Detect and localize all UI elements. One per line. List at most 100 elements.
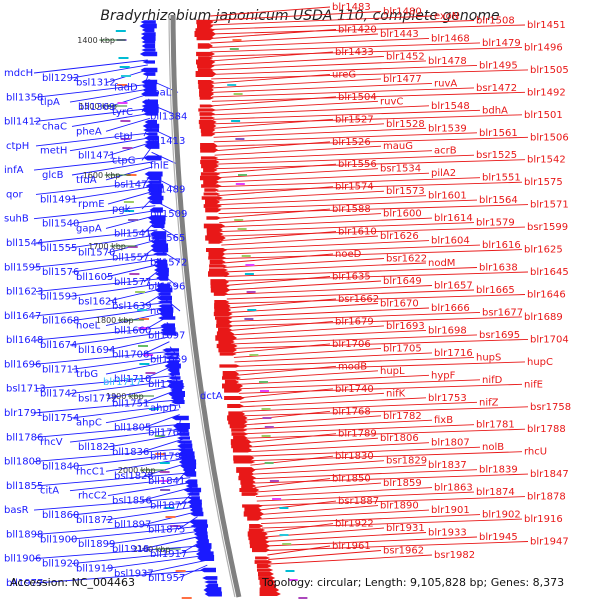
gene-label: exoN: [434, 11, 459, 22]
gene-label: bll1471: [78, 151, 115, 162]
minus-strand-gene: [202, 576, 218, 580]
gene-label: blr1452: [386, 51, 425, 62]
minus-strand-gene: [186, 492, 200, 496]
gene-label: bll1808: [4, 457, 41, 468]
plus-strand-gene: [204, 188, 219, 192]
leader-line: [107, 433, 183, 448]
minus-strand-gene: [200, 567, 216, 573]
plus-strand-gene: [195, 28, 215, 32]
plus-strand-gene: [199, 96, 214, 100]
plus-strand-gene: [232, 447, 252, 453]
minus-strand-gene: [151, 247, 169, 253]
leader-line: [107, 142, 152, 157]
plus-strand-gene: [258, 571, 274, 577]
leader-line: [211, 87, 475, 98]
minus-strand-gene: [142, 72, 156, 76]
plus-strand-gene: [210, 279, 229, 285]
gene-label: blr1789: [338, 429, 377, 440]
gene-label: blr1665: [476, 285, 515, 296]
leader-line: [211, 91, 526, 102]
leader-line: [242, 410, 331, 421]
gene-label: blr1548: [431, 101, 470, 112]
minus-strand-gene: [153, 252, 167, 256]
leader-line: [223, 262, 427, 273]
plus-strand-gene: [203, 179, 220, 185]
minus-strand-gene: [154, 287, 173, 293]
gene-label: bsl1624: [78, 296, 118, 307]
leader-line: [107, 530, 201, 545]
leader-line: [71, 307, 166, 322]
gene-label: blr1931: [386, 523, 425, 534]
plus-strand-gene: [222, 383, 244, 389]
minus-strand-gene: [150, 224, 165, 228]
minus-strand-gene: [160, 323, 175, 329]
plus-strand-gene: [201, 163, 220, 169]
plus-strand-gene: [259, 587, 280, 593]
gene-label: bll1711: [42, 364, 79, 375]
misc-feature: [237, 228, 247, 230]
leader-line: [69, 234, 158, 249]
highlighted-gene-label: blr1717: [103, 377, 142, 388]
misc-feature: [159, 480, 170, 482]
gene-label: pilA2: [431, 168, 456, 179]
gene-label: blr1433: [335, 47, 374, 58]
gene-label: blr1646: [527, 290, 566, 301]
gene-label: blr1753: [428, 393, 467, 404]
misc-feature: [262, 417, 272, 419]
leader-line: [265, 536, 478, 547]
plus-strand-gene: [200, 175, 222, 181]
misc-feature: [120, 120, 131, 122]
leader-line: [105, 166, 153, 181]
leader-line: [214, 141, 331, 152]
misc-feature: [118, 57, 129, 59]
leader-line: [33, 205, 156, 220]
plus-strand-gene: [208, 271, 230, 277]
leader-line: [35, 278, 163, 293]
gene-label: blr1556: [338, 159, 377, 170]
plus-strand-gene: [198, 119, 217, 125]
leader-line: [211, 69, 529, 80]
gene-label: blr1468: [431, 33, 470, 44]
minus-strand-gene: [189, 519, 208, 525]
minus-strand-gene: [197, 547, 211, 553]
leader-line: [71, 161, 153, 176]
leader-line: [213, 127, 427, 138]
misc-feature: [139, 318, 149, 320]
leader-line: [269, 554, 433, 565]
plus-strand-gene: [249, 524, 264, 528]
leader-line: [71, 210, 156, 225]
plus-strand-gene: [203, 204, 222, 208]
minus-strand-gene: [141, 48, 156, 52]
leader-line: [253, 473, 529, 484]
plus-strand-gene: [206, 232, 224, 236]
leader-line: [232, 338, 529, 349]
plus-strand-gene: [216, 319, 232, 325]
gene-label: bsr1829: [386, 456, 427, 467]
leader-line: [249, 451, 523, 462]
leader-line: [268, 550, 382, 560]
minus-strand-gene: [184, 479, 198, 485]
leader-line: [35, 423, 182, 438]
minus-strand-gene: [144, 119, 157, 125]
leader-line: [105, 506, 196, 521]
misc-feature: [261, 435, 271, 437]
plus-strand-gene: [209, 268, 228, 272]
leader-line: [141, 341, 170, 356]
minus-strand-gene: [164, 363, 181, 369]
gene-label: bsr1622: [386, 254, 427, 265]
gene-label: blr1670: [380, 299, 419, 310]
leader-line: [235, 361, 526, 372]
plus-strand-gene: [233, 460, 256, 464]
minus-strand-gene: [158, 316, 176, 320]
minus-strand-gene: [173, 423, 190, 429]
gene-label: bll1660: [114, 325, 151, 336]
gene-label: rhcC1: [76, 466, 105, 477]
minus-strand-gene: [156, 275, 169, 281]
plus-strand-gene: [224, 396, 245, 400]
leader-line: [107, 287, 164, 302]
plus-strand-gene: [200, 156, 219, 160]
plus-strand-gene: [219, 352, 237, 356]
leader-line: [244, 419, 433, 430]
leader-line: [33, 156, 152, 171]
leader-line: [35, 83, 149, 98]
